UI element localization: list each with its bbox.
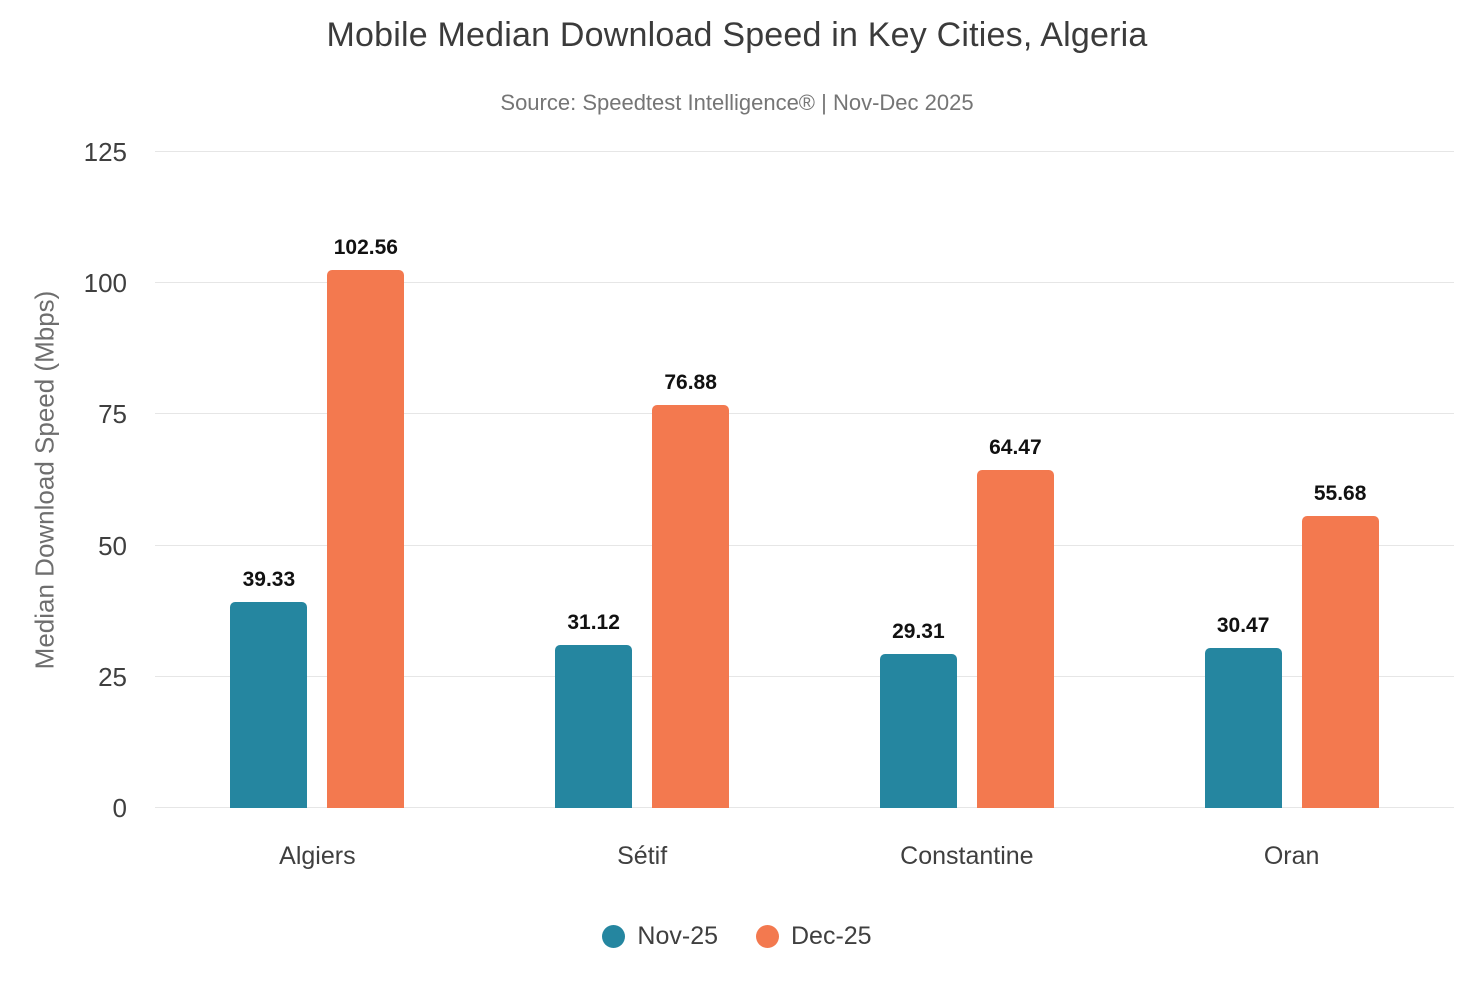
gridline-75 [155, 413, 1454, 415]
value-label: 55.68 [1313, 481, 1367, 505]
x-label-algiers: Algiers [279, 842, 356, 870]
y-tick-0: 0 [112, 793, 127, 823]
y-tick-125: 125 [83, 137, 127, 167]
legend-marker-icon [756, 925, 779, 948]
bar-dec-25-sétif: 76.88 [652, 371, 730, 808]
plot-area: 0 25 50 75 100 125 39.33 102.56 31.12 76.88 29.31 6… [84, 139, 1454, 821]
bar-nov-25-constantine: 29.31 [879, 620, 957, 808]
y-tick-50: 50 [98, 530, 127, 561]
chart-subtitle: Source: Speedtest Intelligence® | Nov-De… [500, 90, 974, 115]
value-label: 102.56 [333, 235, 398, 259]
y-tick-100: 100 [83, 268, 127, 299]
value-label: 64.47 [989, 435, 1042, 459]
bar-nov-25-sétif: 31.12 [555, 611, 633, 808]
bar-groups: 39.33 102.56 31.12 76.88 29.31 64.47 30.47 55.6… [155, 152, 1454, 808]
gridline-25 [155, 675, 1454, 677]
bar-nov-25-algiers: 39.33 [230, 568, 308, 808]
bar-group-algiers: 39.33 102.56 [155, 152, 480, 808]
gridline-50 [155, 544, 1454, 546]
x-label-constantine: Constantine [900, 842, 1034, 870]
y-tick-75: 75 [98, 399, 127, 430]
bar-nov-25-oran: 30.47 [1204, 614, 1282, 808]
bar-group-oran: 30.47 55.68 [1129, 152, 1454, 808]
gridline-100 [155, 282, 1454, 284]
y-axis-title: Median Download Speed (Mbps) [29, 290, 60, 670]
chart-title: Mobile Median Download Speed in Key Citi… [326, 16, 1148, 54]
legend-item-nov-25: Nov-25 [602, 922, 718, 951]
y-tick-25: 25 [98, 661, 127, 692]
value-label: 31.12 [567, 610, 620, 634]
gridline-125 [155, 151, 1454, 152]
value-label: 39.33 [242, 567, 296, 591]
legend-item-dec-25: Dec-25 [756, 922, 872, 951]
bar-dec-25-algiers: 102.56 [327, 236, 405, 808]
legend-label: Nov-25 [637, 922, 718, 950]
x-axis-labels: Algiers Sétif Constantine Oran [155, 842, 1454, 871]
legend: Nov-25 Dec-25 [0, 922, 1474, 951]
x-label-oran: Oran [1263, 842, 1320, 870]
legend-marker-icon [602, 925, 626, 948]
bar-dec-25-constantine: 64.47 [976, 436, 1054, 808]
gridline-0 [155, 807, 1454, 808]
value-label: 76.88 [664, 370, 717, 394]
bar-group-sétif: 31.12 76.88 [480, 152, 805, 808]
x-label-sétif: Sétif [617, 842, 668, 870]
value-label: 29.31 [892, 620, 945, 644]
bar-dec-25-oran: 55.68 [1301, 482, 1379, 808]
value-label: 30.47 [1216, 614, 1270, 638]
bar-group-constantine: 29.31 64.47 [805, 152, 1130, 808]
legend-label: Dec-25 [791, 922, 872, 950]
